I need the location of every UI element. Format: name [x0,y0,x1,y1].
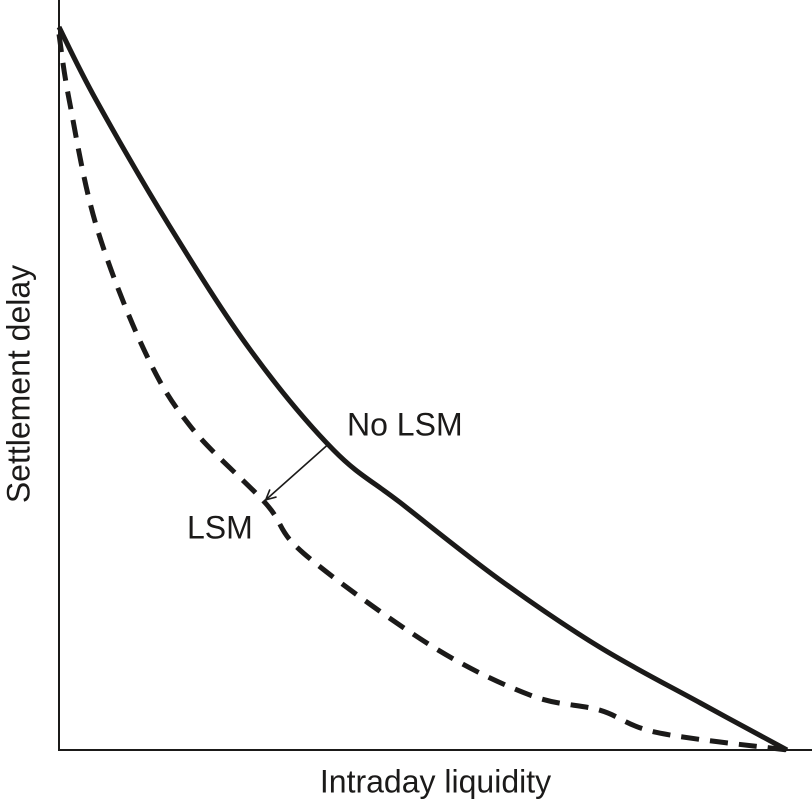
curve-no-lsm [56,25,789,753]
x-axis-label: Intraday liquidity [319,763,552,800]
curve-label-lsm: LSM [186,509,253,546]
y-axis-label: Settlement delay [0,264,37,504]
curve-label-no-lsm: No LSM [347,406,463,443]
annotation-arrow [264,444,329,502]
curve-lsm [56,33,788,753]
